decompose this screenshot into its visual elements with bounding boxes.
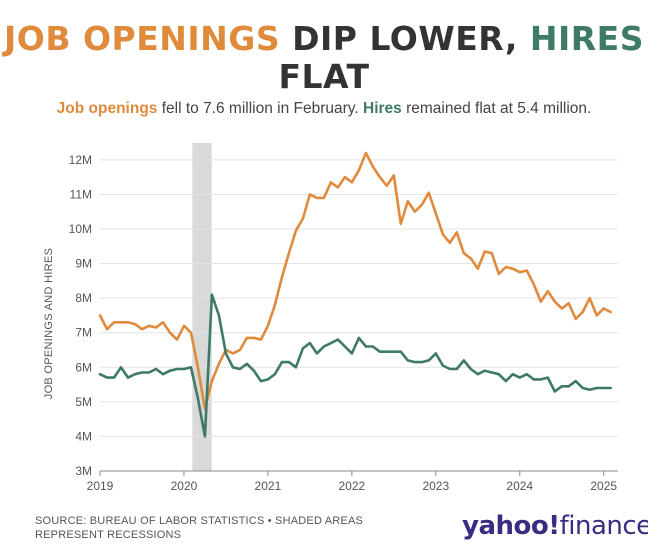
y-tick-label: 11M [70,187,92,201]
chart-subtitle: Job openings fell to 7.6 million in Febr… [0,100,648,118]
x-tick-label: 2020 [171,479,198,493]
y-tick-label: 7M [75,326,92,340]
y-tick-label: 4M [75,429,92,443]
x-tick-label: 2025 [590,479,617,493]
source-line-2: REPRESENT RECESSIONS [35,529,182,541]
gridlines [100,159,618,472]
y-tick-label: 5M [75,395,92,409]
subtitle-hires-text: remained flat at 5.4 million. [401,100,592,117]
series-lines [98,151,613,438]
source-note: SOURCE: BUREAU OF LABOR STATISTICS • SHA… [35,514,365,542]
title-hires: HIRES [529,19,644,58]
y-tick-label: 10M [69,222,92,236]
y-axis-label: JOB OPENINGS AND HIRES [43,248,55,399]
line-chart: 3M 4M 5M 6M 7M 8M 9M 10M 11M 12M 2019 2020 2021 2022… [43,143,618,493]
source-line-1: SOURCE: BUREAU OF LABOR STATISTICS • SHA… [35,515,364,527]
y-tick-label: 9M [75,257,92,271]
x-tick-label: 2023 [422,479,449,493]
logo-bang: ! [548,511,560,541]
y-tick-label: 3M [75,464,92,478]
subtitle-openings-lead: Job openings [56,100,158,117]
series-line-hires [98,293,613,438]
y-tick-label: 6M [75,360,92,374]
logo-yahoo: yahoo [462,511,549,541]
subtitle-hires-lead: Hires [363,100,402,117]
x-tick-label: 2021 [255,479,282,493]
x-tick-label: 2019 [87,479,114,493]
y-tick-label: 12M [69,153,92,167]
x-tick-label: 2022 [339,479,366,493]
title-flat: FLAT [278,57,370,96]
series-line-job-openings [98,151,613,411]
logo-finance: finance [559,511,648,541]
y-tick-label: 8M [75,291,92,305]
title-dip-lower: DIP LOWER, [280,19,530,58]
chart-title: JOB OPENINGS DIP LOWER, HIRES FLAT [0,20,648,96]
subtitle-openings-text: fell to 7.6 million in February. [157,100,364,117]
yahoo-finance-logo: yahoo!finance [462,511,648,541]
x-axis: 2019 2020 2021 2022 2023 2024 2025 [87,471,617,493]
title-job-openings: JOB OPENINGS [4,19,281,58]
x-tick-label: 2024 [506,479,533,493]
y-axis: 3M 4M 5M 6M 7M 8M 9M 10M 11M 12M [69,153,92,478]
